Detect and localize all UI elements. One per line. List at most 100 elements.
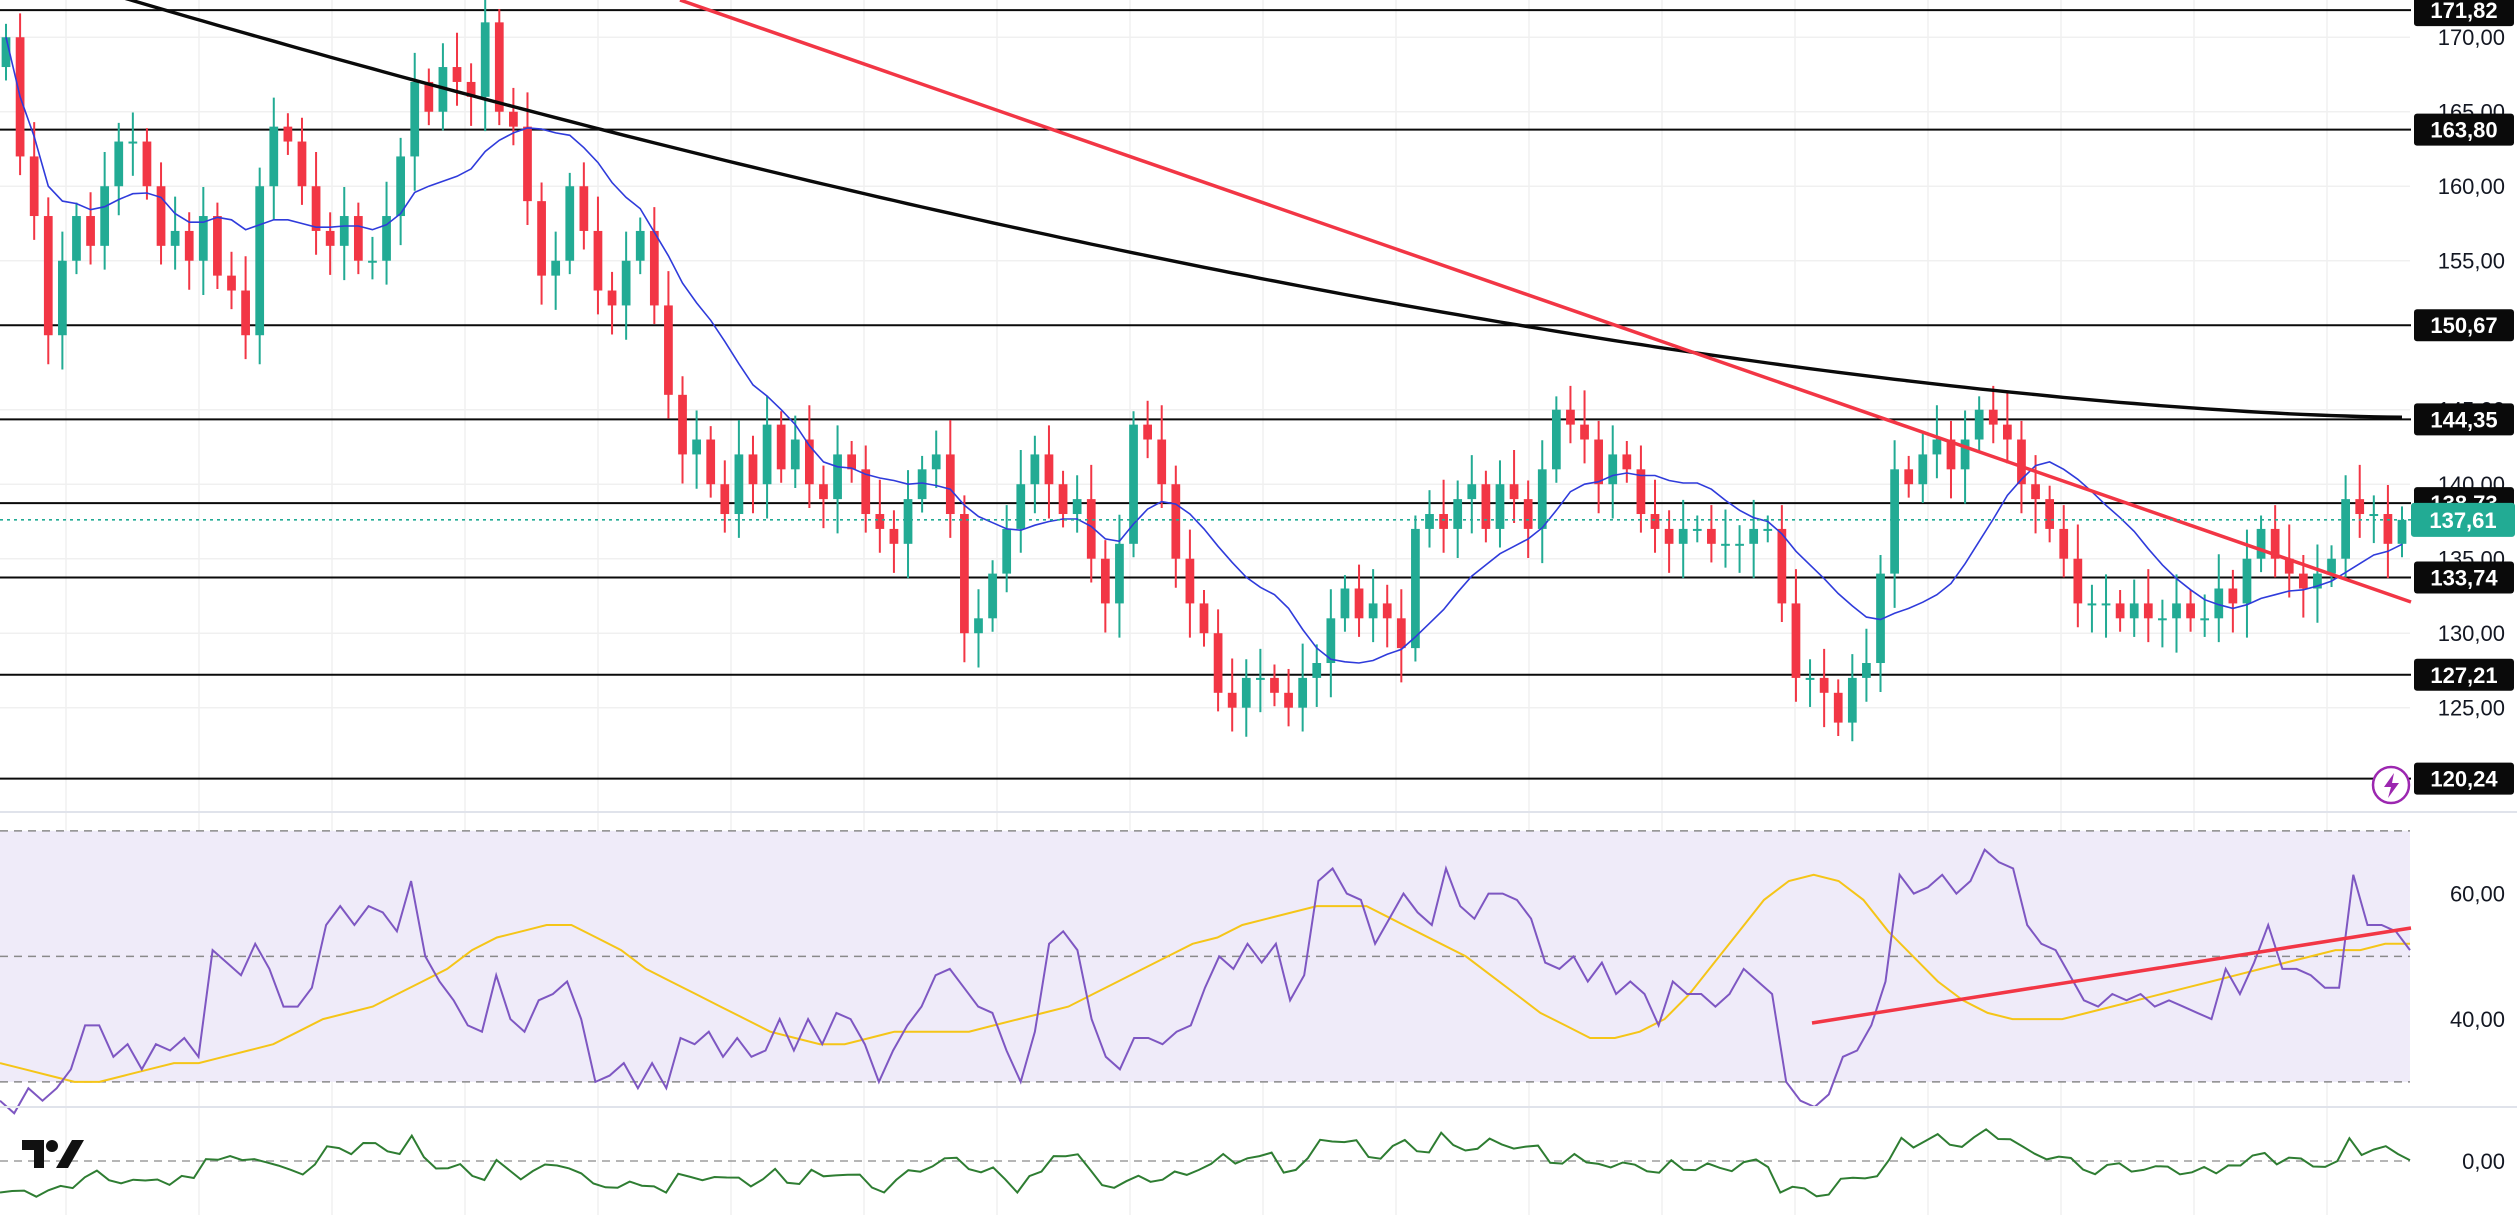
level-label-text: 150,67 — [2430, 313, 2497, 338]
candle-body — [1086, 499, 1096, 559]
candle-body — [410, 81, 420, 157]
candle-body — [2313, 573, 2322, 589]
candle-body — [1058, 484, 1068, 515]
candle-body — [833, 454, 842, 500]
candle-body — [1791, 603, 1801, 678]
candle-body — [114, 141, 124, 187]
candle-body — [1622, 454, 1632, 470]
candle-body — [861, 469, 871, 515]
candle-body — [903, 499, 913, 544]
candle-body — [1988, 409, 1998, 425]
candle-body — [2355, 499, 2365, 515]
candle-body — [1340, 588, 1350, 619]
candle-body — [1002, 528, 1012, 574]
candle-body — [128, 141, 138, 144]
candle-body — [1411, 528, 1420, 649]
candle-body — [2115, 603, 2125, 619]
candle-body — [353, 216, 363, 261]
black-moving-average-line — [124, 0, 2403, 419]
price-pane[interactable] — [0, 0, 2412, 780]
candle-body — [1326, 618, 1336, 664]
price-tick-label: 170,00 — [2438, 25, 2505, 50]
candle-body — [1537, 469, 1547, 529]
oscillator-pane[interactable] — [0, 1128, 2411, 1198]
candle-body — [1805, 677, 1815, 680]
candle-body — [86, 216, 95, 246]
candle-body — [1213, 633, 1223, 693]
candle-body — [734, 454, 744, 515]
candle-body — [198, 216, 208, 261]
candle-body — [664, 305, 673, 395]
candle-body — [509, 111, 518, 127]
candle-body — [1425, 514, 1434, 529]
candle-body — [156, 186, 166, 246]
candle-body — [1227, 692, 1237, 708]
oscillator-tick-label: 0,00 — [2462, 1149, 2505, 1174]
candle-body — [1157, 439, 1167, 485]
candle-body — [1664, 528, 1674, 544]
descending-trendline[interactable] — [679, 0, 2412, 604]
candle-body — [72, 216, 81, 261]
candle-body — [1284, 692, 1293, 708]
price-tick-label: 125,00 — [2438, 696, 2505, 721]
candle-body — [523, 126, 532, 202]
tradingview-logo[interactable] — [22, 1140, 84, 1168]
candle-body — [1, 37, 11, 68]
candle-body — [29, 156, 39, 217]
level-label-box — [2414, 762, 2514, 795]
price-axis[interactable]: 170,00165,00160,00155,00145,00140,00135,… — [2438, 25, 2505, 720]
candle-body — [790, 439, 800, 470]
candle-body — [269, 126, 279, 187]
candle-body — [1044, 454, 1054, 485]
rsi-axis[interactable]: 60,00 40,00 — [2450, 882, 2505, 1033]
rsi-pane[interactable] — [0, 830, 2412, 1115]
candle-body — [1932, 439, 1942, 455]
candle-body — [988, 573, 997, 619]
level-label-text: 163,80 — [2430, 118, 2497, 143]
candle-body — [2327, 558, 2336, 574]
candle-body — [2017, 439, 2026, 485]
candle-body — [537, 201, 546, 276]
candle-body — [804, 439, 814, 485]
candle-body — [593, 230, 603, 291]
candle-body — [1396, 618, 1406, 649]
candle-body — [213, 216, 222, 276]
candle-body — [917, 469, 927, 500]
candle-body — [2172, 603, 2181, 619]
candle-body — [339, 216, 349, 246]
candle-body — [1382, 603, 1392, 619]
candle-body — [2143, 603, 2153, 619]
candle-body — [1368, 603, 1378, 619]
candle-body — [283, 126, 293, 142]
candle-body — [142, 141, 152, 187]
candle-body — [1650, 514, 1660, 529]
rsi-rising-trendline[interactable] — [1811, 926, 2412, 1025]
candle-body — [1256, 677, 1265, 680]
candle-body — [1453, 499, 1463, 529]
candle-body — [2129, 603, 2139, 619]
candle-body — [621, 260, 631, 306]
candle-body — [889, 528, 899, 544]
candle-body — [396, 156, 406, 217]
oscillator-axis[interactable]: 0,00 — [2462, 1149, 2505, 1174]
candle-body — [2059, 528, 2069, 559]
candle-body — [875, 514, 885, 529]
candle-body — [2031, 484, 2040, 500]
candle-body — [1072, 499, 1082, 515]
candle-body — [960, 514, 969, 634]
lightning-icon[interactable] — [2371, 765, 2411, 805]
candle-body — [2256, 528, 2266, 559]
candle-body — [649, 230, 659, 306]
candle-body — [1862, 663, 1871, 678]
rsi-tick-label: 40,00 — [2450, 1007, 2505, 1032]
level-label-text: 171,82 — [2430, 0, 2497, 23]
candle-body — [1777, 528, 1787, 604]
candle-body — [2228, 588, 2238, 604]
candle-body — [1467, 484, 1477, 500]
current-price-text: 137,61 — [2429, 508, 2496, 533]
candle-body — [1594, 439, 1604, 485]
candle-body — [1876, 573, 1885, 664]
candle-body — [2284, 558, 2294, 574]
candle-body — [1115, 543, 1124, 604]
